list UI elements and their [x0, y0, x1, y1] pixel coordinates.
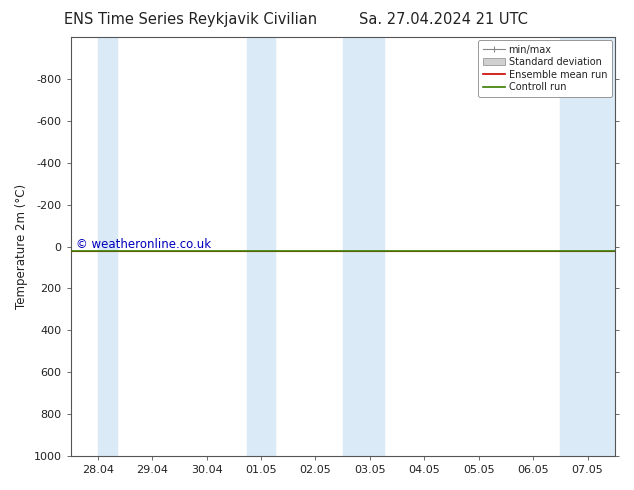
Bar — [247, 37, 275, 456]
Y-axis label: Temperature 2m (°C): Temperature 2m (°C) — [15, 184, 28, 309]
Text: Sa. 27.04.2024 21 UTC: Sa. 27.04.2024 21 UTC — [359, 12, 528, 27]
Legend: min/max, Standard deviation, Ensemble mean run, Controll run: min/max, Standard deviation, Ensemble me… — [479, 40, 612, 97]
Bar — [98, 37, 117, 456]
Text: © weatheronline.co.uk: © weatheronline.co.uk — [76, 238, 211, 251]
Bar — [343, 37, 384, 456]
Text: ENS Time Series Reykjavik Civilian: ENS Time Series Reykjavik Civilian — [63, 12, 317, 27]
Bar — [560, 37, 615, 456]
